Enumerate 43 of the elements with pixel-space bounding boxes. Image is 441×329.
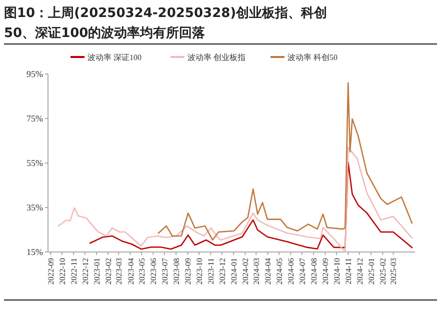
x-tick-label: 2024-07 [298,258,307,285]
y-tick-label: 15% [26,247,44,257]
x-tick-label: 2023-01 [92,258,102,285]
y-tick-label: 55% [26,158,44,168]
y-tick-label: 95% [26,69,44,79]
x-tick-label: 2025-02 [378,258,388,285]
x-tick-label: 2023-07 [160,258,170,285]
x-tick-label: 2022-09 [46,258,56,285]
x-tick-label: 2023-12 [218,258,227,285]
x-tick-label: 2024-09 [321,258,330,285]
x-tick-label: 2024-06 [286,258,296,285]
x-tick-label: 2024-11 [344,258,354,284]
line-series [58,146,413,253]
x-tick-label: 2024-03 [252,258,262,285]
y-tick-label: 35% [26,202,44,212]
x-tick-label: 2023-06 [149,258,158,285]
x-tick-label: 2023-10 [195,258,204,285]
x-tick-label: 2022-10 [58,258,67,285]
legend-label: 波动率 深证100 [88,53,142,62]
x-tick-label: 2023-09 [184,258,193,285]
x-tick-label: 2023-11 [206,258,216,284]
x-tick-label: 2024-04 [264,258,273,285]
chart-title: 图10：上周(20250324-20250328)创业板指、科创50、深证100的波动率均有所回落 [4,6,328,41]
legend-label: 波动率 科创50 [288,53,338,62]
x-tick-label: 2023-08 [172,258,182,285]
x-tick-label: 2024-05 [275,258,284,285]
x-tick-label: 2023-02 [104,258,114,285]
x-tick-label: 2023-03 [114,258,124,285]
y-tick-label: 75% [26,114,44,124]
x-tick-label: 2025-03 [389,258,398,285]
x-tick-label: 2025-01 [367,258,376,285]
x-tick-label: 2023-04 [126,258,136,285]
x-tick-label: 2022-12 [80,258,90,285]
x-tick-label: 2024-02 [241,258,250,285]
x-tick-label: 2023-05 [138,258,147,285]
x-tick-label: 2024-01 [230,258,239,285]
x-tick-label: 2024-12 [355,258,364,285]
x-tick-label: 2022-11 [70,258,79,284]
line-series [158,82,413,241]
line-series [89,161,413,250]
legend-label: 波动率 创业板指 [188,53,246,62]
x-tick-label: 2024-10 [332,258,342,285]
x-tick-label: 2024-08 [310,258,319,285]
